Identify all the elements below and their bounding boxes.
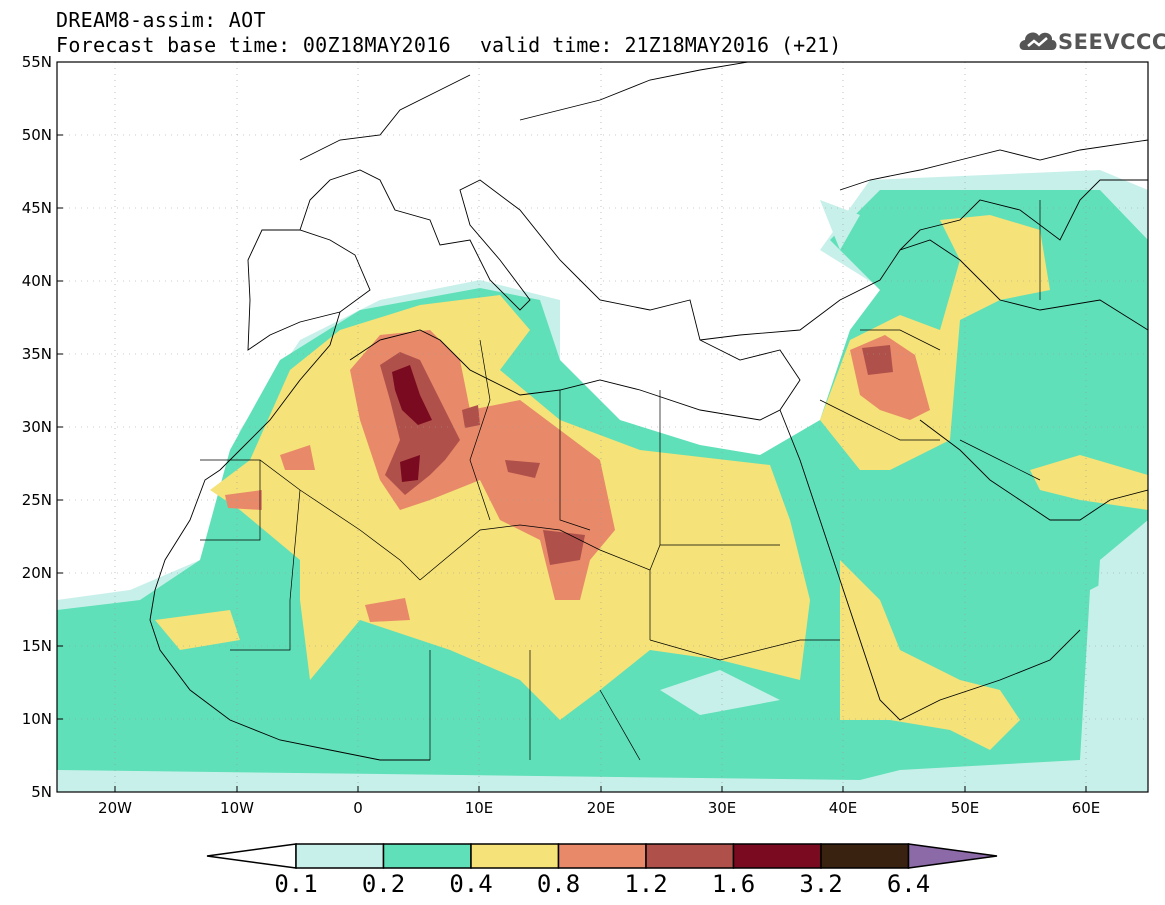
aot-band-0.8 xyxy=(365,598,410,622)
axis-ticks xyxy=(57,61,1087,793)
aot-band-1.2 xyxy=(862,345,893,375)
colorbar-label: 1.6 xyxy=(711,870,756,898)
colorbar-segment xyxy=(470,843,560,869)
aot-band-1.6 xyxy=(392,365,432,425)
aot-band-1.2 xyxy=(462,405,480,428)
lon-label: 20E xyxy=(586,799,616,817)
aot-band-1.2 xyxy=(505,460,540,478)
colorbar-segment xyxy=(645,843,735,869)
lat-label: 10N xyxy=(21,710,52,728)
lat-label: 30N xyxy=(21,418,52,436)
aot-band-0.4 xyxy=(1030,455,1148,510)
lon-label: 40E xyxy=(828,799,858,817)
colorbar-label: 6.4 xyxy=(886,870,931,898)
lat-label: 50N xyxy=(21,126,52,144)
colorbar-segment xyxy=(382,843,472,869)
lon-label: 20W xyxy=(98,799,132,817)
lat-label: 40N xyxy=(21,272,52,290)
colorbar-segment-below xyxy=(206,843,297,869)
lat-label: 45N xyxy=(21,199,52,217)
lon-label: 60E xyxy=(1071,799,1101,817)
lon-label: 10W xyxy=(220,799,254,817)
colorbar-label: 0.8 xyxy=(536,870,581,898)
colorbar-segment xyxy=(820,843,910,869)
aot-band-0.4 xyxy=(155,610,240,650)
lat-label: 5N xyxy=(31,783,52,801)
colorbar-segment xyxy=(557,843,647,869)
valid-time: valid time: 21Z18MAY2016 (+21) xyxy=(480,33,842,57)
aot-band-0.1-patch xyxy=(820,200,860,250)
country-borders xyxy=(200,200,1041,761)
lon-label: 0 xyxy=(353,799,363,817)
aot-band-0.4 xyxy=(840,560,1020,750)
aot-band-0.1-patch xyxy=(660,670,780,715)
aot-field xyxy=(57,62,1148,792)
coastlines xyxy=(149,62,1148,761)
colorbar-label: 0.1 xyxy=(274,870,318,898)
logo-text: SEEVCCC xyxy=(1058,30,1165,54)
aot-band-1.2 xyxy=(543,530,585,565)
colorbar-label: 0.4 xyxy=(449,870,493,898)
aot-band-1.6 xyxy=(400,455,420,482)
colorbar-segment xyxy=(295,843,385,869)
lon-label: 30E xyxy=(707,799,737,817)
lat-label: 35N xyxy=(21,345,52,363)
forecast-base-time: Forecast base time: 00Z18MAY2016 xyxy=(56,33,451,57)
aot-band-0.1-patch xyxy=(1090,520,1148,720)
aot-band-0.8 xyxy=(280,445,315,470)
lon-label: 10E xyxy=(464,799,494,817)
colorbar-label: 0.2 xyxy=(361,870,406,898)
colorbar-label: 3.2 xyxy=(799,870,843,898)
lon-label: 50E xyxy=(950,799,980,817)
colorbar-label: 1.2 xyxy=(624,870,668,898)
colorbar-segment xyxy=(732,843,822,869)
lat-label: 20N xyxy=(21,564,52,582)
lat-label: 25N xyxy=(21,491,52,509)
lat-label: 55N xyxy=(21,53,52,71)
chart-title: DREAM8-assim: AOT xyxy=(56,8,266,32)
lat-label: 15N xyxy=(21,637,52,655)
cloud-icon xyxy=(1019,32,1057,50)
colorbar xyxy=(206,843,998,869)
colorbar-segment-above xyxy=(907,843,998,869)
